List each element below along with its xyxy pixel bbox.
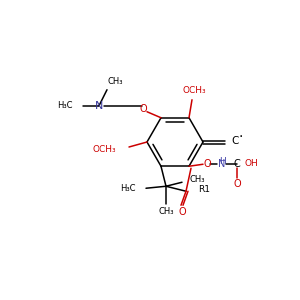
Text: R1: R1 (198, 185, 210, 194)
Text: ·: · (238, 130, 242, 144)
Text: H₃C: H₃C (58, 101, 73, 110)
Text: O: O (139, 104, 147, 114)
Text: OH: OH (244, 159, 258, 168)
Text: CH₃: CH₃ (190, 175, 206, 184)
Text: C: C (234, 159, 240, 169)
Text: OCH₃: OCH₃ (92, 146, 116, 154)
Text: H: H (219, 157, 225, 166)
Text: N: N (218, 159, 225, 169)
Text: O: O (178, 207, 186, 217)
Text: O: O (203, 159, 211, 169)
Text: N: N (95, 101, 103, 111)
Text: CH₃: CH₃ (158, 207, 174, 216)
Text: H₃C: H₃C (121, 184, 136, 193)
Text: O: O (233, 179, 241, 189)
Text: CH₃: CH₃ (107, 77, 123, 86)
Text: OCH₃: OCH₃ (182, 86, 206, 95)
Text: C: C (231, 136, 238, 146)
